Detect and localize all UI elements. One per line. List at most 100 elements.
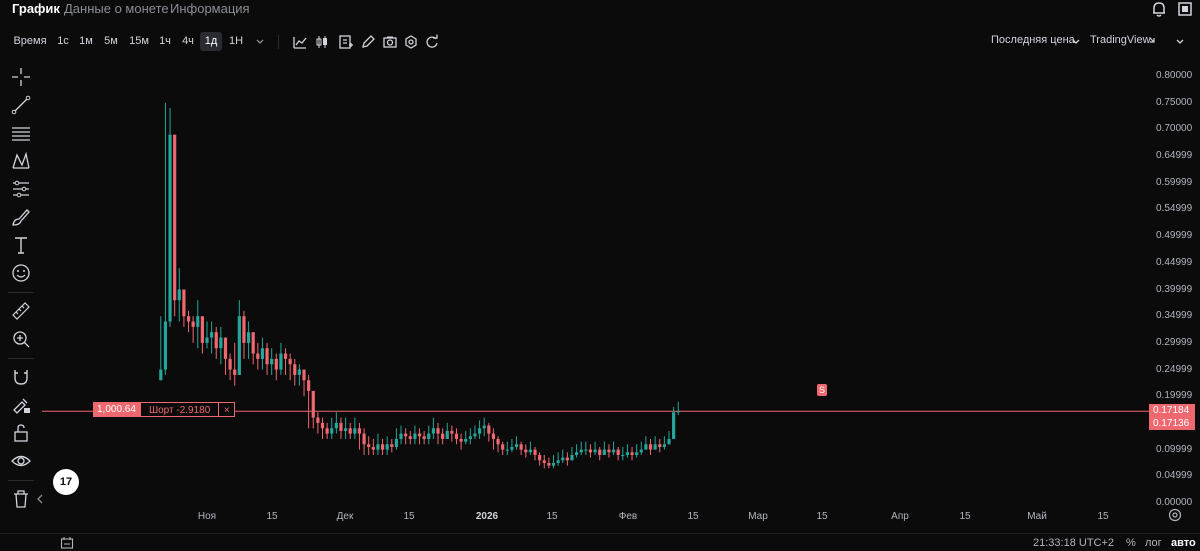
candle — [408, 430, 412, 445]
candle-body — [468, 436, 472, 439]
crosshair-icon[interactable] — [10, 66, 32, 88]
auto-toggle[interactable]: авто — [1171, 537, 1196, 549]
candle — [436, 422, 440, 445]
pencil-icon[interactable] — [360, 34, 376, 50]
brush-icon[interactable] — [10, 206, 32, 228]
interval-1m[interactable]: 1м — [79, 35, 93, 47]
candle — [575, 444, 579, 458]
candle-body — [385, 444, 389, 450]
interval-15m[interactable]: 15м — [129, 35, 149, 47]
clock[interactable]: 21:33:18 UTC+2 — [1033, 537, 1115, 549]
camera-icon[interactable] — [382, 34, 398, 50]
interval-1w[interactable]: 1Н — [228, 35, 244, 47]
candle — [533, 446, 537, 461]
toolbar-divider — [278, 35, 279, 49]
candle — [163, 102, 168, 375]
candle-body — [450, 430, 454, 434]
candle — [505, 441, 509, 455]
entry-price-tag: 0.17136 — [1149, 417, 1195, 430]
interval-1h[interactable]: 1ч — [159, 35, 171, 47]
drawing-tools-sidebar — [0, 60, 44, 520]
chevron-down-icon[interactable] — [1172, 34, 1188, 50]
candle — [168, 108, 172, 327]
chevron-left-icon[interactable] — [36, 494, 44, 504]
ruler-icon[interactable] — [10, 300, 32, 322]
candle — [482, 417, 486, 437]
candle-body — [616, 449, 620, 455]
magnet-icon[interactable] — [10, 366, 32, 388]
y-tick-label: 0.39999 — [1156, 283, 1193, 295]
candle — [186, 310, 191, 333]
candle — [639, 441, 643, 455]
candle-body — [242, 316, 246, 343]
lock-drawing-icon[interactable] — [10, 394, 32, 416]
position-label[interactable]: 1,000.64 Шорт -2.9180 × — [93, 402, 236, 417]
date-range-icon[interactable] — [60, 536, 74, 550]
interval-1d[interactable]: 1д — [200, 32, 222, 51]
pattern-icon[interactable] — [10, 150, 32, 172]
percent-toggle[interactable]: % — [1126, 537, 1136, 549]
candle-body — [551, 462, 556, 466]
candle — [223, 337, 228, 375]
candle-body — [676, 411, 680, 413]
interval-1s[interactable]: 1с — [57, 35, 69, 47]
candle — [547, 457, 551, 469]
x-tick-label: 15 — [959, 511, 971, 522]
chevron-down-icon[interactable] — [1068, 34, 1084, 50]
interval-4h[interactable]: 4ч — [182, 35, 194, 47]
tab-coin-data[interactable]: Данные о монете — [64, 1, 169, 16]
candle — [565, 452, 569, 466]
trash-icon[interactable] — [10, 488, 32, 510]
zoom-in-icon[interactable] — [10, 328, 32, 350]
candle-body — [667, 438, 671, 445]
candle-body — [325, 428, 329, 434]
horizontal-lines-icon[interactable] — [10, 122, 32, 144]
candle — [196, 300, 200, 349]
tab-info[interactable]: Информация — [170, 1, 250, 16]
x-tick-label: 15 — [1097, 511, 1109, 522]
emoji-icon[interactable] — [10, 262, 32, 284]
candle-body — [621, 454, 625, 456]
settings-icon[interactable] — [403, 34, 419, 50]
lock-icon[interactable] — [10, 422, 32, 444]
eye-icon[interactable] — [10, 450, 32, 472]
chart-mode-select[interactable]: TradingView — [1090, 34, 1151, 46]
axis-settings-icon[interactable] — [1168, 508, 1182, 522]
fullscreen-icon[interactable] — [1177, 0, 1193, 18]
reset-icon[interactable] — [424, 34, 440, 50]
templates-icon[interactable] — [338, 34, 354, 50]
collapse-icon[interactable] — [1146, 34, 1162, 50]
forecast-icon[interactable] — [10, 178, 32, 200]
candle-body — [441, 433, 445, 439]
position-quantity[interactable]: 1,000.64 — [93, 402, 140, 417]
candle — [579, 441, 583, 455]
log-toggle[interactable]: лог — [1145, 537, 1162, 549]
trend-line-icon[interactable] — [10, 94, 32, 116]
position-side[interactable]: Шорт -2.9180 — [139, 402, 220, 417]
candle-body — [334, 422, 338, 429]
text-icon[interactable] — [10, 234, 32, 256]
y-tick-label: 0.44999 — [1156, 256, 1193, 268]
candle-body — [491, 433, 496, 439]
candle-body — [404, 433, 408, 437]
close-position-button[interactable]: × — [219, 402, 236, 417]
price-type-select[interactable]: Последняя цена — [991, 34, 1075, 46]
bell-icon[interactable] — [1151, 0, 1167, 18]
candle-body — [367, 444, 371, 447]
candles-icon[interactable] — [314, 34, 330, 50]
tab-chart[interactable]: График — [12, 1, 60, 16]
indicators-icon[interactable] — [292, 34, 308, 50]
chevron-down-icon[interactable] — [252, 34, 268, 50]
interval-5m[interactable]: 5м — [104, 35, 118, 47]
time-button[interactable]: Время — [13, 35, 47, 47]
candle-body — [223, 337, 228, 359]
candle — [625, 444, 630, 458]
candle — [182, 289, 186, 327]
candle-body — [265, 348, 269, 365]
candle-body — [233, 369, 237, 375]
candle-body — [210, 332, 214, 338]
candle — [316, 412, 320, 434]
candle — [260, 337, 265, 370]
bottom-bar: 21:33:18 UTC+2 % лог авто — [0, 533, 1200, 551]
